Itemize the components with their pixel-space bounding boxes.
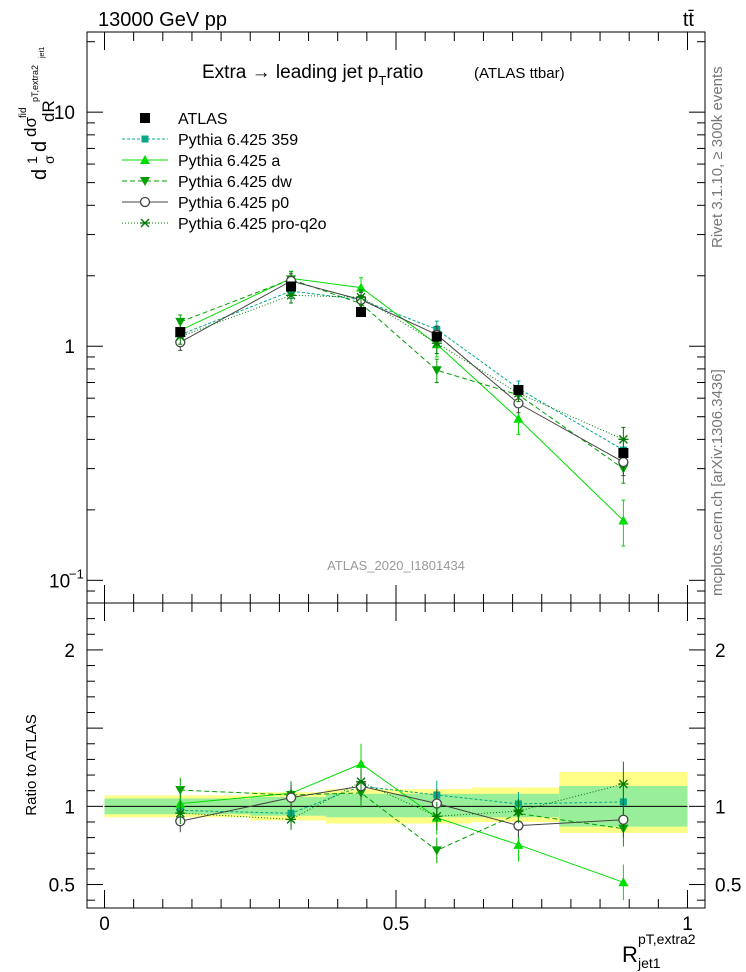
x-tick-label: 0.5 — [383, 914, 409, 935]
chart-title: Extra → leading jet pTratio — [202, 62, 423, 88]
main-y-tick-label: 10 — [49, 571, 70, 592]
legend-marker-4 — [140, 218, 150, 228]
svg-text:pT,extra2: pT,extra2 — [30, 65, 40, 102]
main-y-tick-label: 1 — [64, 337, 75, 358]
process-label: tt̄ — [683, 9, 695, 31]
svg-text:d: d — [29, 169, 51, 180]
ratio-y-tick-label-right: 1 — [715, 797, 726, 818]
mcplots-label: mcplots.cern.ch [arXiv:1306.3436] — [709, 369, 726, 596]
x-label-sup: pT,extra2 — [638, 931, 696, 947]
point-main — [286, 290, 297, 300]
point-main — [618, 434, 629, 444]
point-ratio — [175, 786, 186, 796]
main-y-tick-label: 10 — [54, 103, 75, 124]
series-line-ratio-3 — [180, 785, 624, 827]
title-tail: ratio — [386, 62, 423, 83]
ratio-y-tick-label: 2 — [64, 641, 75, 662]
series-line-main-3 — [180, 280, 624, 463]
title-sub: T — [378, 73, 386, 88]
legend-label-4: Pythia 6.425 pro-q2o — [178, 216, 327, 233]
point-ratio — [618, 814, 629, 825]
atlas-point — [618, 447, 629, 458]
x-tick-label: 0 — [99, 914, 110, 935]
series-line-main-2 — [180, 278, 624, 470]
svg-text:jet1: jet1 — [39, 47, 46, 59]
point-ratio — [618, 779, 629, 789]
point-ratio — [513, 806, 524, 816]
legend-marker-1 — [140, 155, 150, 164]
axis-ticks — [87, 32, 705, 908]
point-ratio — [618, 877, 629, 887]
x-tick-label: 1 — [682, 914, 693, 935]
watermark: ATLAS_2020_I1801434 — [327, 558, 465, 573]
svg-text:1: 1 — [24, 156, 40, 164]
point-ratio — [431, 811, 442, 821]
svg-text:fid: fid — [18, 107, 29, 118]
atlas-point — [431, 331, 442, 342]
point-main — [175, 317, 186, 327]
svg-text:σ: σ — [41, 155, 57, 164]
legend-marker-2 — [140, 177, 150, 186]
point-main — [513, 413, 524, 423]
series-line-main-0 — [180, 290, 624, 451]
point-main — [356, 292, 367, 302]
point-main — [431, 366, 442, 376]
legend-label-2: Pythia 6.425 dw — [178, 174, 292, 191]
y-axis-label: d 1 σ d dσ fid dR pT,extra2 jet1 — [18, 47, 58, 180]
point-ratio — [431, 846, 442, 856]
x-label-sub: jet1 — [637, 955, 661, 971]
point-ratio — [356, 777, 367, 787]
legend: ATLAS Pythia 6.425 359 Pythia 6.425 a Pythi… — [122, 111, 327, 233]
main-y-tick-label-exp: −1 — [69, 566, 84, 581]
ratio-y-tick-label: 1 — [64, 797, 75, 818]
legend-marker-3 — [139, 196, 151, 208]
x-axis-label: R pT,extra2 jet1 — [622, 931, 696, 971]
atlas-point — [175, 327, 186, 338]
ratio-y-tick-label: 0.5 — [49, 876, 75, 897]
point-main — [618, 456, 629, 468]
point-ratio — [286, 814, 297, 824]
stat-band-2 — [326, 793, 472, 818]
point-ratio — [356, 758, 367, 768]
svg-text:dR: dR — [39, 100, 58, 122]
rivet-version-label: Rivet 3.1.10, ≥ 300k events — [709, 66, 726, 248]
legend-label-0: Pythia 6.425 359 — [178, 132, 298, 149]
legend-label-1: Pythia 6.425 a — [178, 153, 280, 170]
svg-text:d: d — [29, 141, 51, 152]
x-label-main: R — [622, 942, 638, 967]
series-line-ratio-2 — [180, 789, 624, 851]
atlas-point — [286, 281, 297, 292]
legend-atlas-label: ATLAS — [178, 111, 228, 128]
legend-label-3: Pythia 6.425 p0 — [178, 195, 289, 212]
series-line-ratio-0 — [180, 785, 624, 814]
series-line-ratio-1 — [180, 763, 624, 883]
ratio-y-tick-label-right: 2 — [715, 641, 726, 662]
atlas-point — [356, 307, 367, 318]
title-main: Extra → leading jet p — [202, 62, 378, 83]
legend-marker-0 — [141, 135, 149, 143]
title-note: (ATLAS ttbar) — [474, 65, 565, 82]
data-layer — [175, 281, 629, 458]
ratio-y-tick-label-right: 0.5 — [715, 876, 741, 897]
energy-label: 13000 GeV pp — [98, 9, 227, 31]
point-main — [356, 282, 367, 292]
ratio-y-label: Ratio to ATLAS — [23, 714, 40, 815]
svg-text:dσ: dσ — [21, 117, 40, 137]
point-ratio — [285, 792, 297, 803]
legend-atlas-marker — [140, 113, 150, 123]
point-ratio — [513, 839, 524, 849]
point-main — [618, 515, 629, 525]
atlas-point — [513, 385, 524, 396]
point-ratio — [175, 808, 186, 818]
